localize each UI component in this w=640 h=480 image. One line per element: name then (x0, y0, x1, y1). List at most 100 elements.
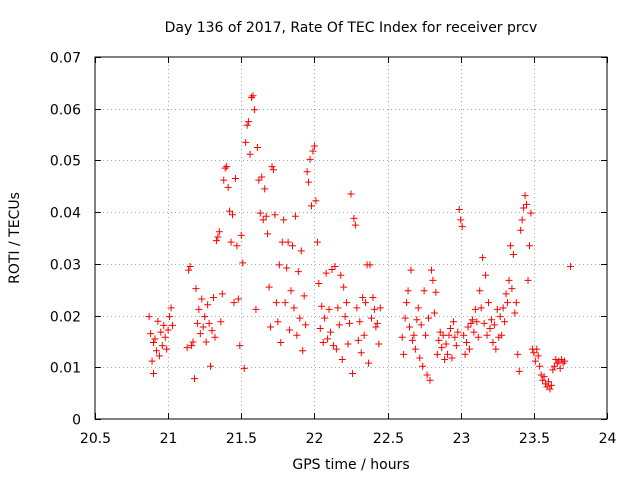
data-point (370, 305, 378, 313)
data-point (446, 325, 454, 332)
data-point (403, 299, 411, 307)
data-point (147, 330, 155, 338)
data-point (404, 287, 412, 295)
data-point (337, 271, 345, 279)
data-point (499, 304, 507, 312)
data-point (523, 200, 531, 208)
data-point (373, 319, 381, 327)
data-point (158, 342, 166, 350)
data-point (467, 319, 475, 327)
data-point (461, 350, 469, 358)
data-point (549, 366, 557, 374)
data-point (362, 299, 370, 307)
data-point (517, 226, 525, 234)
data-point (160, 321, 168, 329)
data-point (202, 338, 210, 346)
data-point (343, 299, 351, 307)
data-point (291, 212, 299, 220)
data-point (524, 276, 532, 284)
data-point (261, 185, 269, 193)
data-point (354, 336, 362, 344)
data-point (410, 331, 418, 339)
data-point (540, 373, 548, 381)
data-point (151, 335, 159, 343)
data-point (558, 356, 566, 364)
x-tick-label: 24 (599, 431, 617, 447)
data-point (504, 299, 512, 307)
data-point (353, 304, 361, 312)
data-point (454, 328, 462, 336)
x-tick-label: 23 (453, 431, 471, 447)
data-point (550, 362, 558, 370)
data-point (161, 333, 169, 341)
data-point (530, 349, 538, 357)
data-point (245, 118, 253, 126)
data-point (186, 262, 194, 270)
data-point (332, 345, 340, 353)
data-point (283, 264, 291, 272)
data-point (477, 304, 485, 312)
data-point (534, 352, 542, 360)
data-point (509, 251, 517, 259)
data-point (511, 309, 519, 317)
data-point (264, 230, 272, 238)
data-point (152, 347, 160, 355)
data-point (429, 276, 437, 284)
data-point (401, 314, 409, 322)
data-point (489, 338, 497, 346)
data-point (201, 313, 209, 321)
y-axis-title: ROTI / TECUs (7, 192, 23, 284)
data-point (439, 331, 447, 339)
data-point (310, 142, 318, 150)
data-point (252, 305, 260, 313)
data-point (367, 314, 375, 322)
data-point (360, 331, 368, 339)
data-point (327, 328, 335, 336)
data-point (508, 285, 516, 293)
data-point (316, 325, 324, 332)
data-point (303, 168, 311, 176)
chart-title: Day 136 of 2017, Rate Of TEC Index for r… (165, 20, 538, 36)
data-point (348, 369, 356, 377)
data-point (240, 364, 248, 372)
data-point (297, 247, 305, 255)
data-point (536, 362, 544, 370)
data-point (150, 369, 158, 377)
data-point (464, 323, 472, 331)
data-point (514, 350, 522, 358)
data-point (449, 318, 457, 326)
data-point (460, 331, 468, 339)
data-point (256, 209, 264, 217)
x-tick-label: 21 (160, 431, 178, 447)
data-point (325, 305, 333, 313)
data-point (280, 216, 288, 224)
data-point (470, 328, 478, 336)
data-point (480, 319, 488, 327)
data-point (474, 333, 482, 341)
data-point (312, 197, 320, 205)
data-point (455, 206, 463, 214)
data-point (198, 295, 206, 303)
data-point (525, 242, 533, 250)
data-points (145, 92, 574, 393)
data-point (407, 266, 415, 274)
data-point (236, 342, 244, 350)
data-point (347, 190, 355, 198)
data-point (205, 319, 213, 327)
data-point (322, 269, 330, 277)
y-tick-label: 0 (72, 413, 81, 429)
data-point (515, 367, 523, 375)
data-point (328, 266, 336, 274)
data-point (243, 121, 251, 129)
data-point (502, 290, 510, 298)
data-point (547, 381, 555, 389)
data-point (278, 238, 286, 246)
data-point (148, 357, 156, 365)
data-point (357, 349, 365, 357)
data-point (277, 338, 285, 346)
data-point (561, 357, 569, 365)
data-point (214, 233, 222, 241)
data-point (375, 340, 383, 348)
data-point (321, 314, 329, 322)
